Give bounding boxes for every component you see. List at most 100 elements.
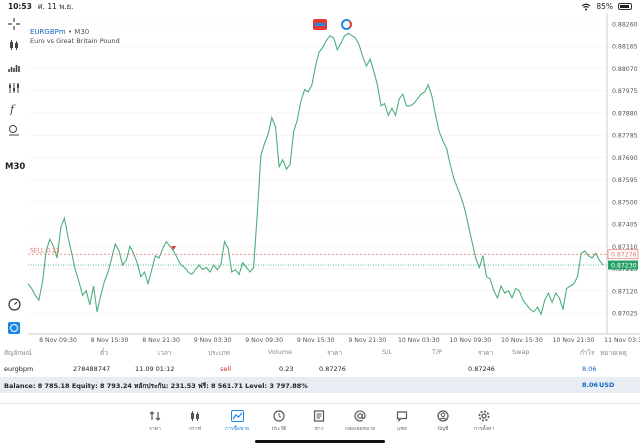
nav-chart-label: กราฟ [188,426,202,432]
price-tick-label: 0.87025 [612,311,638,318]
time-tick-label: 8 Nov 15:30 [91,337,129,344]
price-tick-label: 0.88070 [612,66,638,73]
current-price-tag-box [608,260,638,270]
time-tick-label: 10 Nov 09:30 [450,337,492,344]
history-icon [273,410,285,422]
price-tick-label: 0.87120 [612,288,638,295]
home-indicator [255,440,385,443]
chart-symbol-line: EURGBPm • M30 [30,28,89,36]
time-tick-label: 9 Nov 15:30 [297,337,335,344]
timeframe-button[interactable]: M30 [5,162,26,172]
col-sl: S/L [382,348,392,356]
objects-icon[interactable] [6,122,22,138]
sell-price-tag-box [607,249,639,260]
status-time: 10:53 [8,2,32,11]
time-tick-label: 10 Nov 03:30 [398,337,440,344]
price-tick-label: 0.88165 [612,44,638,51]
col-volume: Volume [268,348,293,356]
price-tick-label: 0.87500 [612,199,638,206]
row-time: 11.09 01:12 [135,365,175,373]
status-date: ศ. 11 พ.ย. [37,1,74,11]
time-tick-label: 8 Nov 21:30 [142,337,180,344]
bottom-nav: ราคา กราฟ การซื้อขาย ประวัติ ข่าว กล่องจ… [0,403,640,447]
price-tick-label: 0.88260 [612,22,638,29]
currency: USD [599,381,615,389]
row-type: sell [220,365,231,373]
trade-panel-icon[interactable] [6,320,22,336]
time-tick-label: 8 Nov 09:30 [39,337,77,344]
candles-icon [191,411,199,421]
account-icon [437,410,449,422]
table-row[interactable]: eurgbpm 278488747 11.09 01:12 sell 0.23 … [0,362,640,376]
price-tick-label: 0.87785 [612,133,638,140]
news-icon [313,410,325,422]
price-tick-label: 0.87690 [612,155,638,162]
time-tick-label: 9 Nov 09:30 [245,337,283,344]
sell-price-tag: 0.87276 [611,252,637,259]
col-ticket: ตั๋ว [100,349,108,357]
col-current-price: ราคา [478,349,494,357]
nav-settings[interactable]: การตั้งค่า [467,408,501,433]
row-volume: 0.23 [279,365,294,373]
sell-level-label: SELL 0.23 [30,247,60,254]
nav-quotes[interactable]: ราคา [138,408,172,433]
time-tick-label: 9 Nov 03:30 [194,337,232,344]
nav-trade[interactable]: การซื้อขาย [220,408,254,433]
col-tp: T/P [432,348,443,356]
nav-account[interactable]: บัญชี [426,408,460,433]
chart-description: Euro vs Great Britain Pound [30,37,120,45]
crosshair-icon[interactable] [6,16,22,32]
col-price: ราคา [327,349,343,357]
chart-timeframe-label: M30 [74,28,90,36]
function-icon[interactable]: f [6,101,22,117]
row-ticket: 278488747 [73,365,111,373]
quotes-icon [149,411,161,421]
mailbox-icon [354,410,366,422]
price-series-line [27,32,604,316]
trade-icon [230,410,244,422]
col-comment: หมายเหตุ [600,349,627,357]
nav-mailbox[interactable]: กล่องจดหมาย [343,408,377,433]
col-profit: กำไร [580,349,595,357]
time-tick-label: 10 Nov 15:30 [501,337,543,344]
row-profit: 8.06 [582,365,597,373]
settings-icon [478,410,490,422]
nav-chart[interactable]: กราฟ [178,408,212,433]
nav-history-label: ประวัติ [271,426,287,432]
nav-chat-label: แชท [397,426,407,432]
indicators-icon[interactable] [6,80,22,96]
col-symbol: สัญลักษณ์ [4,349,32,357]
one-click-trading-button[interactable] [313,19,327,30]
nav-history[interactable]: ประวัติ [262,408,296,433]
wifi-icon [581,3,591,10]
status-bar: 10:53 ศ. 11 พ.ย. 85% [0,0,640,13]
nav-news[interactable]: ข่าว [302,408,336,433]
volume-icon[interactable] [6,59,22,75]
nav-mailbox-label: กล่องจดหมาย [344,426,376,432]
chart-type-icon[interactable] [6,37,22,53]
nav-quotes-label: ราคา [149,426,161,432]
row-open-price: 0.87276 [319,365,346,373]
col-swap: Swap [512,348,530,356]
status-right: 85% [581,2,632,11]
chart-symbol: EURGBPm [30,28,66,36]
price-tick-label: 0.87975 [612,88,638,95]
symbol-separator: • [67,28,73,36]
price-tick-label: 0.87215 [612,266,638,273]
row-current-price: 0.87246 [468,365,495,373]
current-price-tag: 0.87230 [611,262,637,269]
nav-chat[interactable]: แชท [385,408,419,433]
nav-settings-label: การตั้งค่า [473,426,495,432]
col-type: ประเภท [208,349,230,357]
price-chart[interactable]: 0.88260 0.88165 0.88070 0.87975 0.87880 0.877… [0,13,640,345]
battery-percent: 85% [596,2,613,11]
depth-of-market-icon[interactable] [341,19,352,30]
speedometer-icon[interactable] [6,296,22,312]
time-tick-label: 9 Nov 21:30 [348,337,386,344]
chart-toolbar: f M30 [0,13,28,343]
balance-text: Balance: 8 785.18 Equity: 8 793.24 หลักป… [4,382,308,390]
balance-bar: Balance: 8 785.18 Equity: 8 793.24 หลักป… [0,377,640,393]
chart-area[interactable]: 0.88260 0.88165 0.88070 0.87975 0.87880 0.877… [0,13,640,345]
sell-entry-marker [171,245,177,250]
time-tick-label: 10 Nov 21:30 [553,337,595,344]
